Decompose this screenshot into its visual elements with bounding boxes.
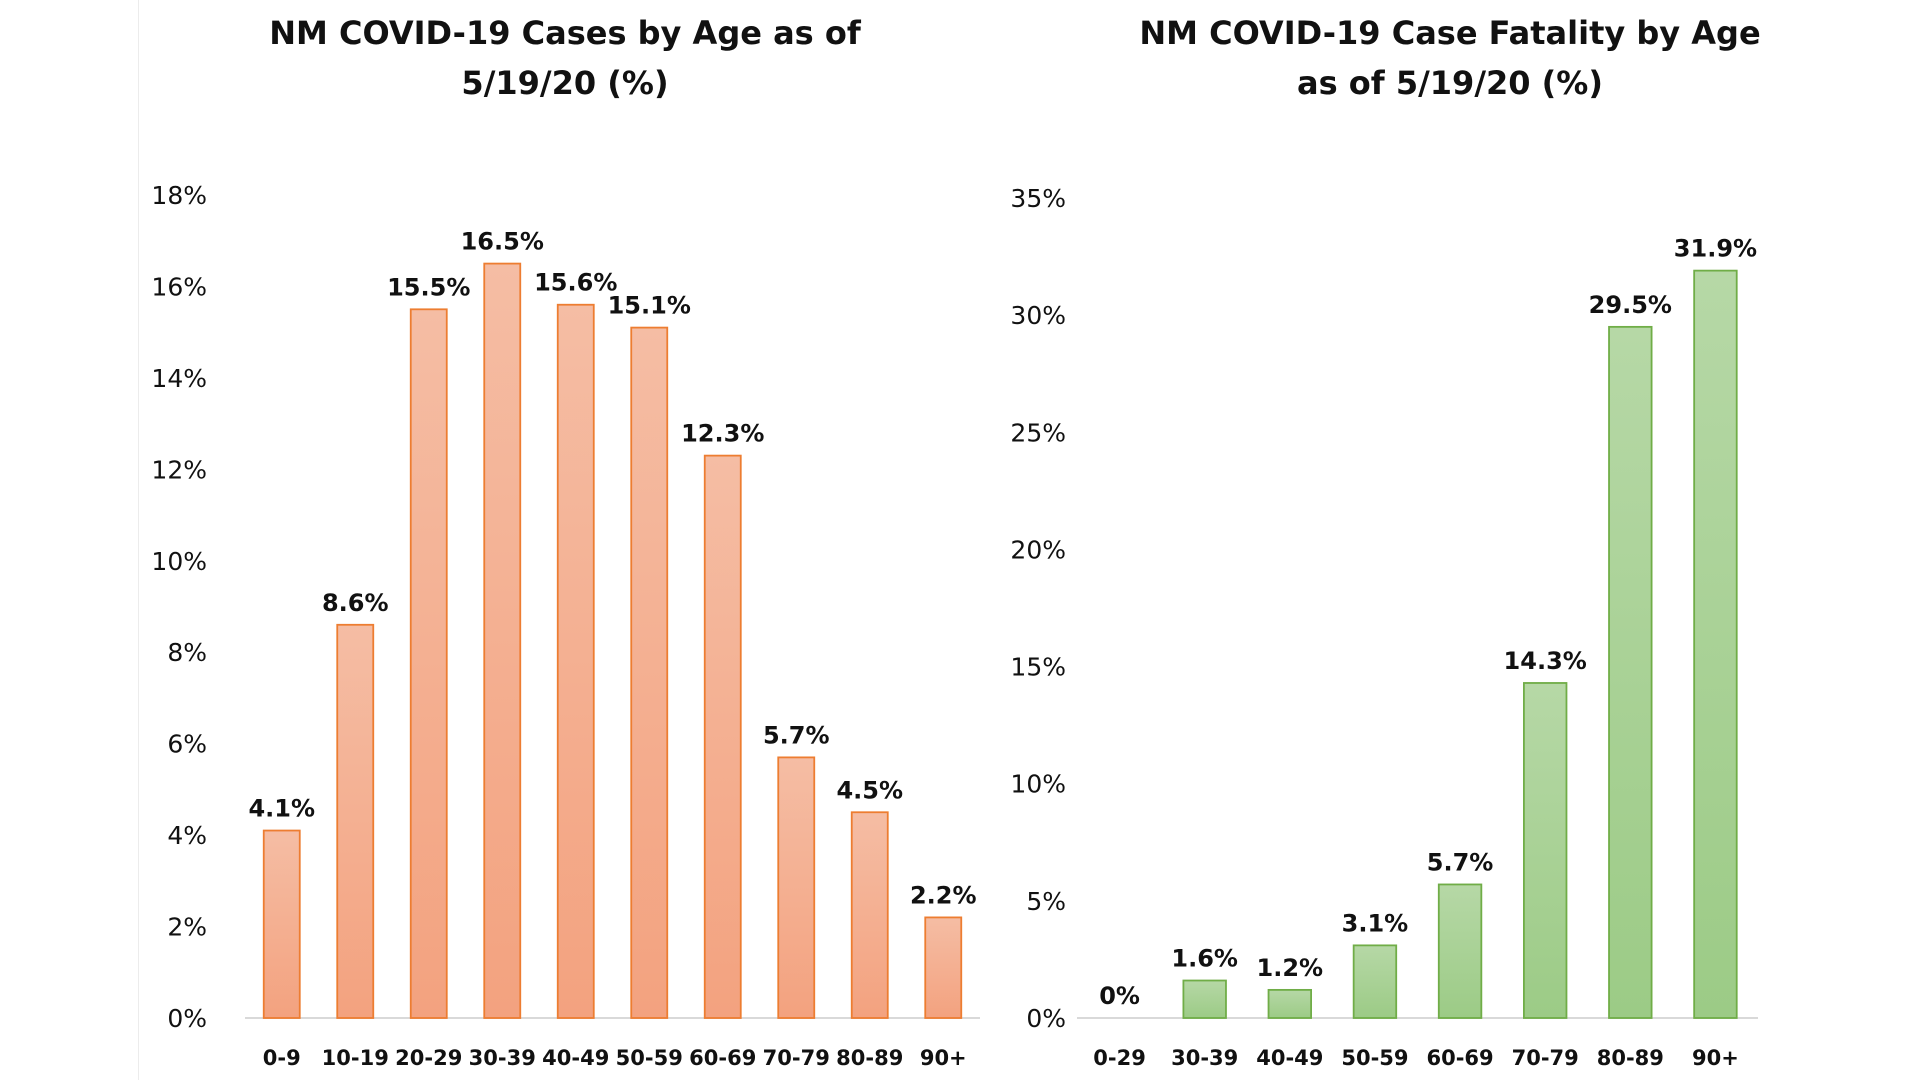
data-label: 15.6%: [534, 269, 617, 297]
y-tick-label: 6%: [167, 730, 207, 759]
x-category-label: 0-29: [1093, 1046, 1146, 1070]
x-category-label: 50-59: [1341, 1046, 1408, 1070]
chart-title-line-2: 5/19/20 (%): [461, 64, 669, 102]
data-label: 15.5%: [387, 273, 470, 301]
x-category-label: 10-19: [322, 1046, 389, 1070]
chart-title-line-2: as of 5/19/20 (%): [1297, 64, 1603, 102]
bar-20-29: [409, 308, 448, 1019]
bar-50-59: [630, 326, 669, 1019]
y-tick-label: 5%: [1026, 887, 1066, 916]
chart-title: NM COVID-19 Cases by Age as of 5/19/20 (…: [170, 8, 960, 108]
data-label: 5.7%: [1427, 848, 1494, 876]
y-tick-label: 14%: [151, 364, 207, 393]
y-tick-label: 30%: [1010, 301, 1066, 330]
data-label: 2.2%: [910, 881, 977, 909]
cases-by-age-chart: NM COVID-19 Cases by Age as of 5/19/20 (…: [151, 8, 980, 1070]
data-label: 1.2%: [1257, 954, 1324, 982]
y-tick-label: 10%: [1010, 770, 1066, 799]
x-category-label: 90+: [1692, 1046, 1739, 1070]
data-label: 16.5%: [461, 228, 544, 256]
y-tick-label: 10%: [151, 547, 207, 576]
cases-plot-area: 0% 2% 4% 6% 8% 10% 12% 14% 16% 18% 4.1% 0-9 8.6% 10-1…: [151, 181, 980, 1070]
bar-90+: [1693, 269, 1738, 1019]
x-category-label: 30-39: [469, 1046, 536, 1070]
data-label: 4.5%: [836, 776, 903, 804]
bar-70-79: [777, 756, 816, 1019]
y-tick-label: 20%: [1010, 535, 1066, 564]
data-label: 3.1%: [1342, 909, 1409, 937]
y-tick-label: 16%: [151, 272, 207, 301]
data-label: 0%: [1099, 982, 1140, 1010]
y-tick-label: 2%: [167, 913, 207, 942]
y-tick-label: 12%: [151, 455, 207, 484]
data-label: 15.1%: [608, 292, 691, 320]
case-fatality-by-age-chart: NM COVID-19 Case Fatality by Age as of 5…: [980, 0, 1920, 1080]
x-category-label: 90+: [920, 1046, 967, 1070]
data-label: 1.6%: [1171, 945, 1238, 973]
y-tick-label: 18%: [151, 181, 207, 210]
bar-60-69: [1437, 883, 1483, 1019]
x-category-label: 0-9: [263, 1046, 301, 1070]
y-tick-label: 8%: [167, 638, 207, 667]
y-tick-label: 4%: [167, 821, 207, 850]
bar-30-39: [1182, 979, 1227, 1019]
y-tick-label: 0%: [1026, 1004, 1066, 1033]
data-label: 8.6%: [322, 589, 389, 617]
bar-80-89: [1608, 325, 1653, 1019]
bar-10-19: [336, 623, 375, 1019]
bar-40-49: [1267, 988, 1312, 1019]
x-category-label: 70-79: [763, 1046, 830, 1070]
x-category-label: 40-49: [1256, 1046, 1323, 1070]
bar-50-59: [1352, 944, 1398, 1019]
data-label: 14.3%: [1504, 647, 1587, 675]
bar-80-89: [850, 811, 889, 1019]
x-category-label: 60-69: [689, 1046, 756, 1070]
x-category-label: 40-49: [542, 1046, 609, 1070]
chart-title-line-1: NM COVID-19 Case Fatality by Age: [1139, 14, 1761, 52]
bar-40-49: [556, 303, 595, 1019]
x-category-label: 80-89: [1597, 1046, 1664, 1070]
y-tick-label: 0%: [167, 1004, 207, 1033]
y-tick-label: 25%: [1010, 418, 1066, 447]
data-label: 31.9%: [1674, 235, 1757, 263]
x-category-label: 50-59: [616, 1046, 683, 1070]
y-tick-label: 35%: [1010, 184, 1066, 213]
data-label: 12.3%: [681, 420, 764, 448]
data-label: 29.5%: [1589, 291, 1672, 319]
bar-0-9: [262, 829, 301, 1019]
page-divider: [138, 0, 139, 1080]
bar-70-79: [1523, 682, 1568, 1019]
x-category-label: 30-39: [1171, 1046, 1238, 1070]
x-category-label: 20-29: [395, 1046, 462, 1070]
bar-90+: [924, 916, 963, 1019]
y-tick-label: 15%: [1010, 653, 1066, 682]
data-label: 4.1%: [248, 795, 315, 823]
chart-title-line-1: NM COVID-19 Cases by Age as of: [269, 14, 861, 52]
data-label: 5.7%: [763, 721, 830, 749]
chart-title: NM COVID-19 Case Fatality by Age as of 5…: [1000, 8, 1900, 108]
x-category-label: 70-79: [1512, 1046, 1579, 1070]
x-category-label: 60-69: [1426, 1046, 1493, 1070]
x-category-label: 80-89: [836, 1046, 903, 1070]
bar-30-39: [483, 262, 522, 1019]
bar-60-69: [703, 454, 742, 1019]
fatality-plot-area: 0% 5% 10% 15% 20% 25% 30% 35% 0% 0-29 1.6% 30-39 1.2…: [1010, 184, 1758, 1070]
